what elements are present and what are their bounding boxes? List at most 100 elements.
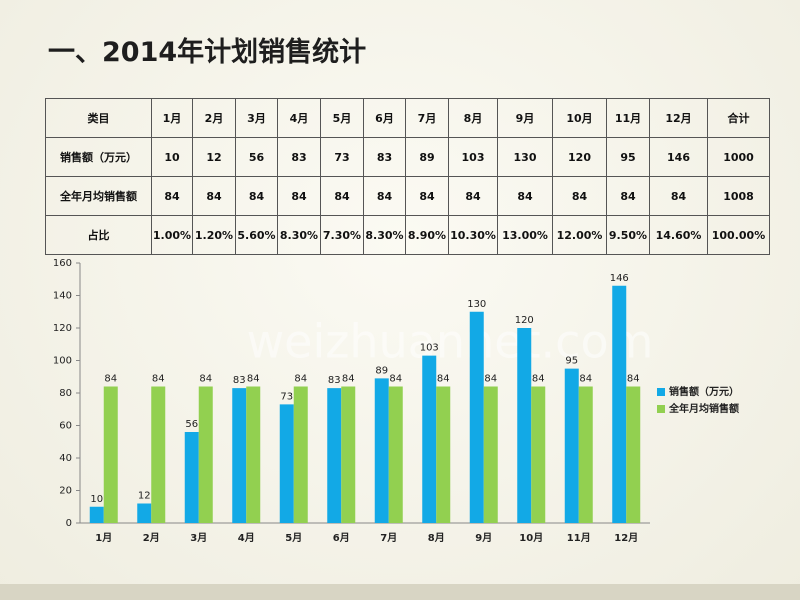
table-cell: 6月 — [363, 98, 406, 138]
y-tick-label: 40 — [59, 453, 72, 464]
table-cell: 1月 — [151, 98, 193, 138]
data-label: 120 — [515, 315, 534, 326]
table-row: 占比 1.00% 1.20% 5.60% 8.30% 7.30% 8.30% 8.90% 10.… — [45, 215, 770, 255]
table-cell: 84 — [606, 176, 650, 216]
table-cell: 1000 — [707, 137, 770, 177]
data-label: 84 — [104, 374, 117, 385]
table-cell: 8月 — [448, 98, 498, 138]
legend-swatch — [657, 388, 665, 396]
table-cell: 9.50% — [606, 215, 650, 255]
data-label: 84 — [199, 374, 212, 385]
bar — [374, 378, 389, 523]
legend-label: 全年月均销售额 — [668, 402, 739, 415]
table-cell: 84 — [552, 176, 607, 216]
table-cell: 11月 — [606, 98, 650, 138]
y-tick-label: 0 — [66, 518, 72, 529]
table-cell: 103 — [448, 137, 498, 177]
x-tick-label: 7月 — [380, 532, 397, 544]
bar — [341, 386, 356, 523]
bar — [232, 388, 247, 523]
x-tick-label: 2月 — [143, 532, 160, 544]
data-label: 56 — [185, 419, 198, 430]
y-tick-label: 60 — [59, 421, 72, 432]
data-label: 103 — [420, 343, 439, 354]
table-cell: 12月 — [649, 98, 708, 138]
table-cell: 8.30% — [277, 215, 321, 255]
bar — [469, 311, 484, 523]
data-label: 73 — [280, 391, 293, 402]
x-tick-label: 6月 — [333, 532, 350, 544]
bar — [436, 386, 451, 523]
data-table: 类目 1月 2月 3月 4月 5月 6月 7月 8月 9月 10月 11月 12月 合计 销售额（万元） 10… — [45, 98, 770, 255]
data-label: 130 — [467, 299, 486, 310]
data-label: 84 — [294, 374, 307, 385]
table-cell: 10月 — [552, 98, 607, 138]
bar — [103, 386, 118, 523]
legend-label: 销售额（万元） — [669, 385, 739, 398]
slide-title: 一、2014年计划销售统计 — [48, 37, 367, 68]
x-tick-label: 10月 — [519, 532, 543, 544]
data-label: 84 — [627, 374, 640, 385]
table-cell: 84 — [649, 176, 708, 216]
table-cell: 146 — [649, 137, 708, 177]
bar — [422, 355, 437, 523]
bar — [279, 404, 294, 523]
bar — [578, 386, 593, 523]
data-label: 83 — [233, 375, 246, 386]
data-label: 84 — [437, 374, 450, 385]
legend-swatch — [657, 405, 665, 413]
table-row: 类目 1月 2月 3月 4月 5月 6月 7月 8月 9月 10月 11月 12月 合计 — [45, 98, 770, 138]
table-cell: 56 — [235, 137, 278, 177]
footer-band — [0, 584, 800, 600]
table-cell: 9月 — [497, 98, 553, 138]
table-cell: 89 — [405, 137, 449, 177]
table-cell: 84 — [363, 176, 406, 216]
data-label: 89 — [375, 365, 388, 376]
bar — [612, 285, 627, 523]
bar — [184, 432, 199, 523]
table-cell: 95 — [606, 137, 650, 177]
bar — [531, 386, 546, 523]
table-cell: 84 — [192, 176, 236, 216]
table-cell: 84 — [320, 176, 364, 216]
bar — [483, 386, 498, 523]
x-tick-label: 8月 — [428, 532, 445, 544]
bar — [388, 386, 403, 523]
x-tick-label: 5月 — [285, 532, 302, 544]
data-label: 12 — [138, 491, 151, 502]
data-label: 84 — [579, 374, 592, 385]
table-cell: 100.00% — [707, 215, 770, 255]
table-cell: 1.00% — [151, 215, 193, 255]
table-row: 销售额（万元） 10 12 56 83 73 83 89 103 130 120 95 146 1000 — [45, 137, 770, 177]
bar — [564, 368, 579, 523]
x-tick-label: 9月 — [475, 532, 492, 544]
table-cell: 占比 — [45, 215, 152, 255]
data-label: 84 — [532, 374, 545, 385]
x-tick-label: 4月 — [238, 532, 255, 544]
watermark: weizhuannet.com — [247, 315, 654, 369]
y-tick-label: 120 — [53, 323, 72, 334]
table-cell: 7.30% — [320, 215, 364, 255]
data-label: 84 — [389, 374, 402, 385]
data-label: 84 — [152, 374, 165, 385]
table-cell: 1.20% — [192, 215, 236, 255]
x-tick-label: 11月 — [567, 532, 591, 544]
x-tick-label: 12月 — [614, 532, 638, 544]
bar — [137, 503, 152, 523]
y-tick-label: 140 — [53, 291, 72, 302]
data-label: 83 — [328, 375, 341, 386]
bar — [151, 386, 166, 523]
bar — [517, 328, 532, 523]
bar — [89, 506, 104, 523]
table-cell: 类目 — [45, 98, 152, 138]
table-cell: 13.00% — [497, 215, 553, 255]
table-cell: 12 — [192, 137, 236, 177]
table-cell: 2月 — [192, 98, 236, 138]
y-tick-label: 20 — [59, 486, 72, 497]
x-tick-label: 1月 — [95, 532, 112, 544]
table-cell: 12.00% — [552, 215, 607, 255]
bar — [293, 386, 308, 523]
table-cell: 14.60% — [649, 215, 708, 255]
